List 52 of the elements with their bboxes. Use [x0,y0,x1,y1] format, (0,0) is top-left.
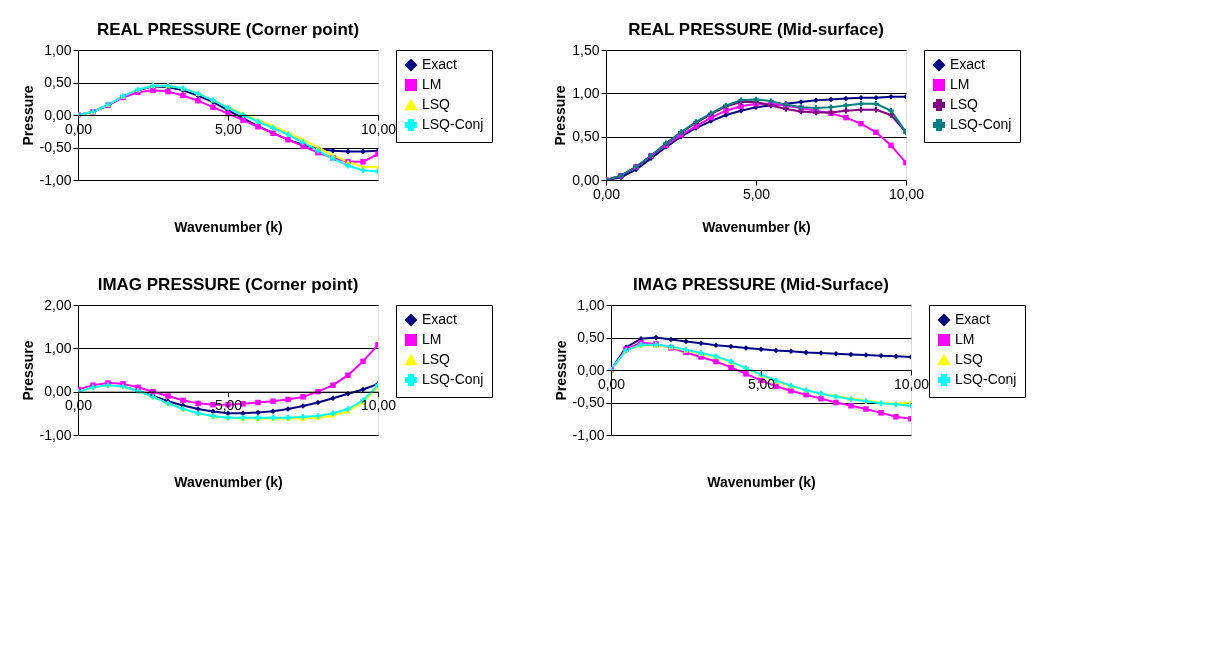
x-tick-label: 0,00 [592,185,621,202]
x-axis-title: Wavenumber (k) [707,473,816,490]
chart-title: IMAG PRESSURE (Corner point) [97,275,359,294]
x-tick-label: 10,00 [360,120,397,137]
legend-label: LSQ [422,351,451,367]
legend-label: LSQ [955,351,984,367]
y-tick-label: -1,00 [39,171,72,188]
x-tick-label: 10,00 [893,375,930,392]
y-tick-label: 2,00 [44,296,72,313]
x-axis-title: Wavenumber (k) [174,218,283,235]
y-axis-title: Pressure [19,340,36,401]
x-tick-label: 10,00 [888,185,925,202]
y-tick-label: 1,00 [44,41,72,58]
y-tick-label: 0,00 [572,171,600,188]
y-tick-label: 1,00 [572,84,600,101]
legend-label: LSQ-Conj [950,116,1012,132]
x-tick-label: 5,00 [214,120,243,137]
x-axis-title: Wavenumber (k) [702,218,811,235]
chart-title: REAL PRESSURE (Mid-surface) [628,20,884,39]
x-tick-label: 10,00 [360,397,397,414]
y-tick-label: 1,00 [44,339,72,356]
y-tick-label: 0,50 [44,74,72,90]
y-axis-title: Pressure [552,340,569,401]
legend-label: LSQ [422,96,451,112]
legend-label: Exact [955,311,991,327]
legend-label: LM [955,331,975,347]
x-axis-title: Wavenumber (k) [174,473,283,490]
legend-label: LSQ-Conj [955,371,1017,387]
legend-label: Exact [422,56,458,72]
y-tick-label: -1,00 [572,426,605,443]
legend-label: LM [422,76,442,92]
legend-label: LSQ-Conj [422,116,484,132]
y-tick-label: -1,00 [39,426,72,443]
legend-label: LSQ [950,96,979,112]
x-tick-label: 5,00 [742,185,771,202]
chart-title: IMAG PRESSURE (Mid-Surface) [633,275,889,294]
y-tick-label: -0,50 [572,394,605,410]
y-tick-label: 0,00 [44,106,72,123]
y-tick-label: 0,50 [577,329,605,345]
legend-label: Exact [950,56,986,72]
y-axis-title: Pressure [552,85,569,146]
y-tick-label: 1,00 [577,296,605,313]
y-axis-title: Pressure [19,85,36,146]
y-tick-label: 0,00 [577,361,605,378]
y-tick-label: 0,50 [572,128,600,145]
legend-label: Exact [422,311,458,327]
y-tick-label: 1,50 [572,41,600,58]
y-tick-label: -0,50 [39,139,72,155]
chart-title: REAL PRESSURE (Corner point) [96,20,360,39]
legend-label: LM [950,76,970,92]
legend-label: LSQ-Conj [422,371,484,387]
legend-label: LM [422,331,442,347]
